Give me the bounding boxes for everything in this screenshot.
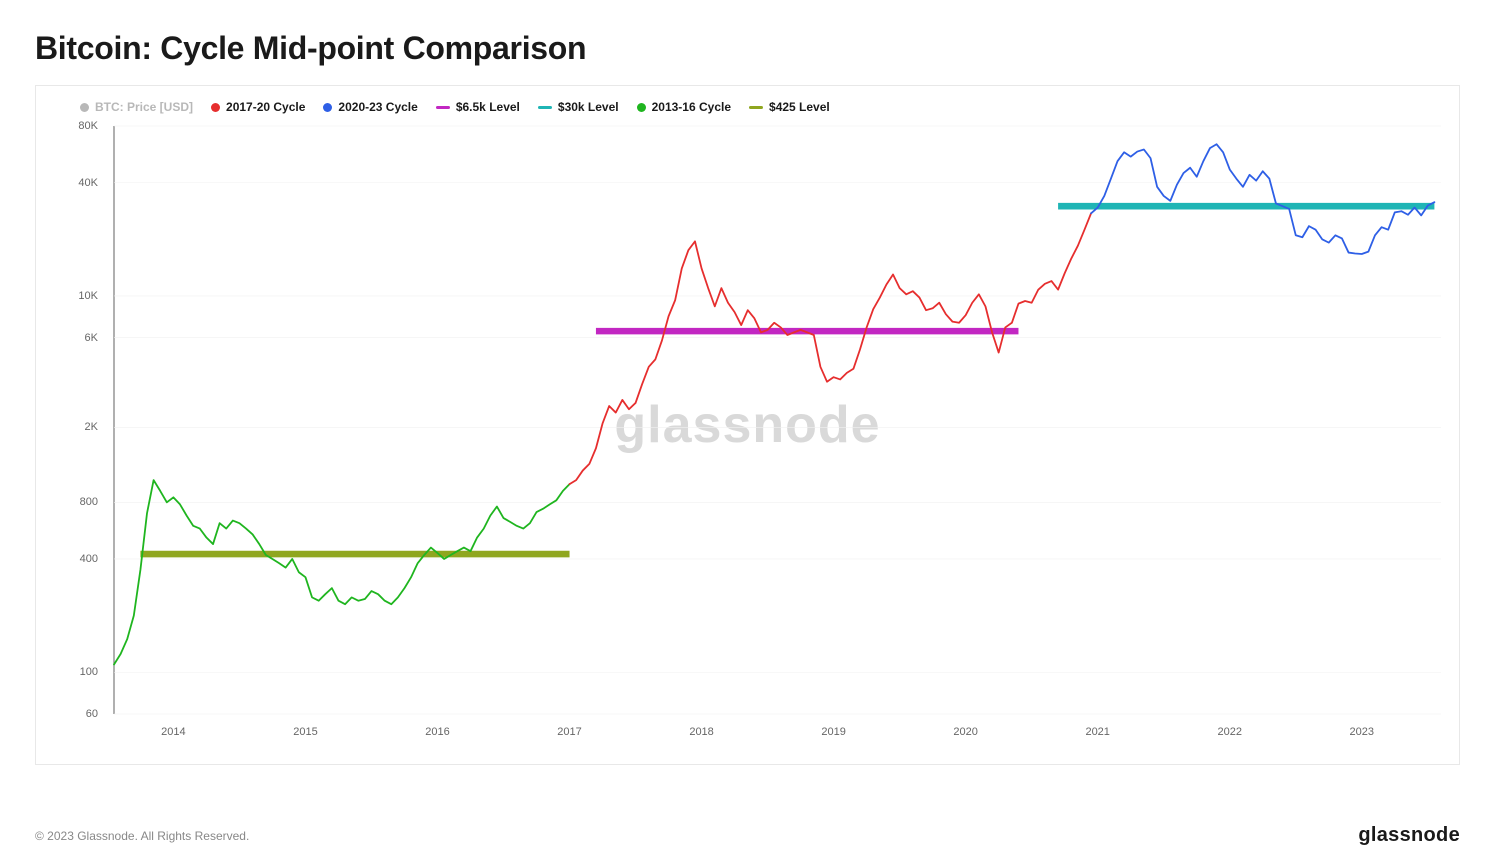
plot-svg <box>114 126 1441 714</box>
legend-dot-icon <box>211 103 220 112</box>
page-title: Bitcoin: Cycle Mid-point Comparison <box>35 30 1460 67</box>
x-tick-label: 2021 <box>1085 726 1109 738</box>
series-line <box>1091 144 1434 254</box>
y-tick-label: 100 <box>80 666 98 678</box>
legend-label: $425 Level <box>769 100 830 114</box>
legend-item[interactable]: BTC: Price [USD] <box>80 100 193 114</box>
series-line <box>114 480 570 664</box>
legend-item[interactable]: 2020-23 Cycle <box>323 100 417 114</box>
legend-label: BTC: Price [USD] <box>95 100 193 114</box>
y-tick-label: 60 <box>86 708 98 720</box>
x-axis: 2014 2015 2016 2017 2018 2019 2020 2021 2022 2023 <box>114 726 1441 746</box>
legend-item[interactable]: 2013-16 Cycle <box>637 100 731 114</box>
x-tick-label: 2015 <box>293 726 317 738</box>
legend-item[interactable]: $30k Level <box>538 100 619 114</box>
y-tick-label: 400 <box>80 553 98 565</box>
plot-area <box>114 126 1441 714</box>
y-tick-label: 6K <box>85 332 98 344</box>
legend-line-icon <box>749 106 763 109</box>
y-tick-label: 80K <box>78 120 98 132</box>
x-tick-label: 2017 <box>557 726 581 738</box>
x-tick-label: 2019 <box>821 726 845 738</box>
legend-line-icon <box>538 106 552 109</box>
legend-dot-icon <box>80 103 89 112</box>
legend-label: $6.5k Level <box>456 100 520 114</box>
legend-line-icon <box>436 106 450 109</box>
chart-container: BTC: Price [USD] 2017-20 Cycle 2020-23 Cyc… <box>35 85 1460 765</box>
x-tick-label: 2018 <box>689 726 713 738</box>
copyright: © 2023 Glassnode. All Rights Reserved. <box>35 829 249 843</box>
y-tick-label: 800 <box>80 496 98 508</box>
y-tick-label: 2K <box>85 421 98 433</box>
x-tick-label: 2020 <box>953 726 977 738</box>
y-tick-label: 40K <box>78 177 98 189</box>
brand-logo: glassnode <box>1358 824 1460 847</box>
legend-dot-icon <box>637 103 646 112</box>
legend-item[interactable]: $425 Level <box>749 100 830 114</box>
y-tick-label: 10K <box>78 290 98 302</box>
x-tick-label: 2023 <box>1350 726 1374 738</box>
legend: BTC: Price [USD] 2017-20 Cycle 2020-23 Cyc… <box>80 100 830 114</box>
x-tick-label: 2022 <box>1217 726 1241 738</box>
series-line <box>570 213 1092 484</box>
legend-label: $30k Level <box>558 100 619 114</box>
legend-label: 2013-16 Cycle <box>652 100 731 114</box>
y-axis: 601004008002K6K10K40K80K <box>36 126 108 714</box>
legend-item[interactable]: 2017-20 Cycle <box>211 100 305 114</box>
legend-label: 2017-20 Cycle <box>226 100 305 114</box>
x-tick-label: 2014 <box>161 726 185 738</box>
legend-item[interactable]: $6.5k Level <box>436 100 520 114</box>
x-tick-label: 2016 <box>425 726 449 738</box>
legend-label: 2020-23 Cycle <box>338 100 417 114</box>
legend-dot-icon <box>323 103 332 112</box>
